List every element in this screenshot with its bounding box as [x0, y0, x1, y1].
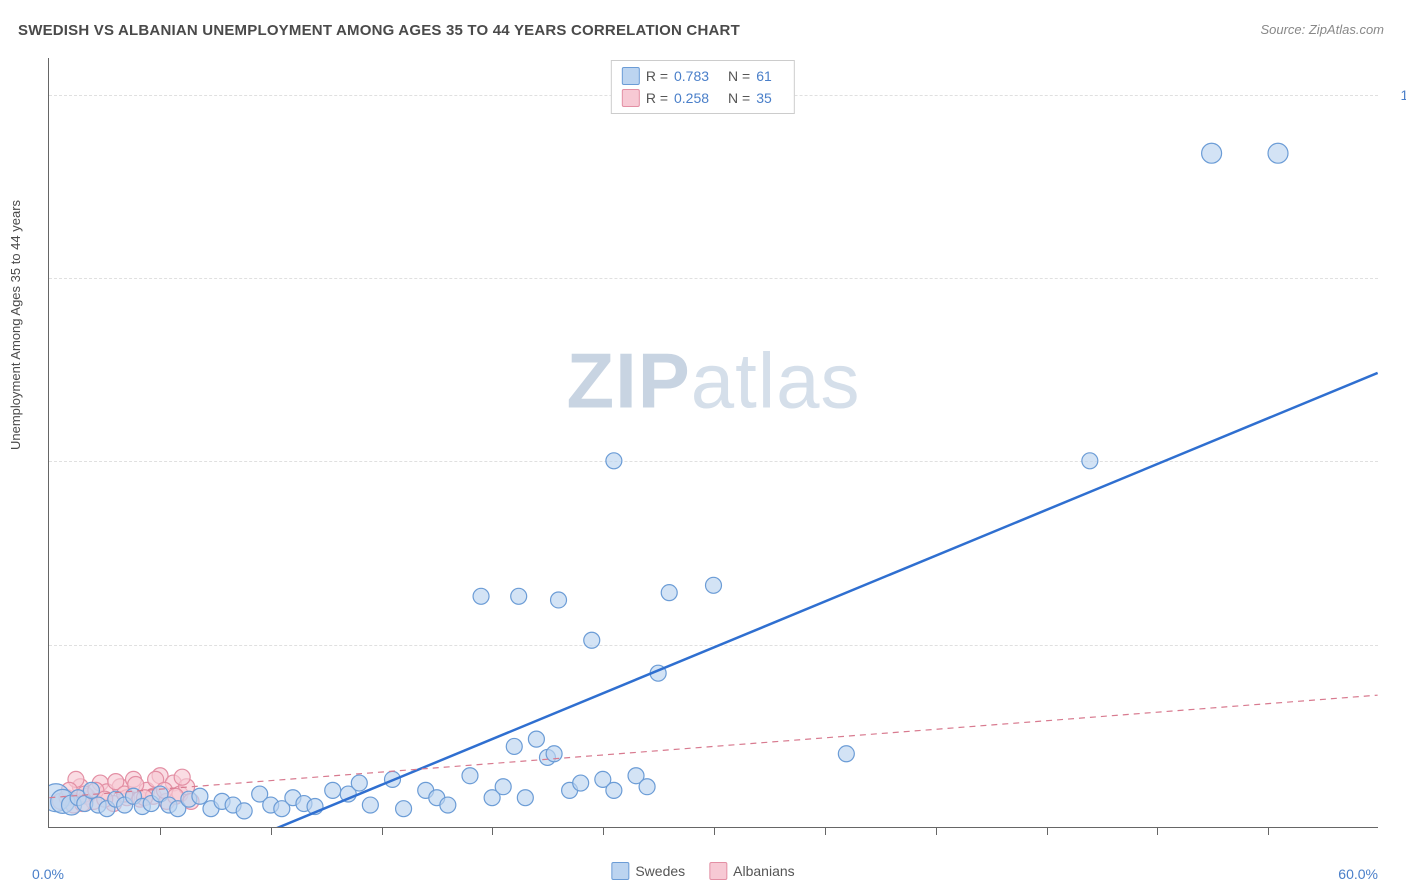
data-point [606, 453, 622, 469]
data-point [517, 790, 533, 806]
data-point [838, 746, 854, 762]
chart-title: SWEDISH VS ALBANIAN UNEMPLOYMENT AMONG A… [18, 22, 740, 39]
data-point [639, 779, 655, 795]
plot-svg [49, 58, 1378, 827]
n-label: N = [728, 90, 750, 106]
data-point [440, 797, 456, 813]
legend-row: R = 0.783 N = 61 [622, 65, 784, 87]
data-point [495, 779, 511, 795]
legend-swatch [622, 89, 640, 107]
data-point [174, 769, 190, 785]
x-tick [603, 827, 604, 835]
x-tick [160, 827, 161, 835]
data-point [1082, 453, 1098, 469]
x-tick [271, 827, 272, 835]
x-tick [714, 827, 715, 835]
y-axis-label: Unemployment Among Ages 35 to 44 years [8, 200, 23, 450]
data-point [396, 801, 412, 817]
x-tick [936, 827, 937, 835]
x-axis-min-label: 0.0% [32, 866, 64, 882]
data-point [462, 768, 478, 784]
y-tick-label: 25.0% [1388, 637, 1406, 653]
n-label: N = [728, 68, 750, 84]
data-point [573, 775, 589, 791]
trend-line [49, 695, 1377, 798]
legend-swatch [611, 862, 629, 880]
series-legend: Swedes Albanians [611, 862, 794, 880]
r-label: R = [646, 90, 668, 106]
data-point [546, 746, 562, 762]
legend-swatch [622, 67, 640, 85]
n-value: 35 [756, 90, 784, 106]
r-value: 0.258 [674, 90, 722, 106]
trend-line [226, 373, 1377, 827]
data-point [351, 775, 367, 791]
legend-row: R = 0.258 N = 35 [622, 87, 784, 109]
data-point [706, 577, 722, 593]
x-axis-max-label: 60.0% [1338, 866, 1378, 882]
data-point [661, 585, 677, 601]
data-point [584, 632, 600, 648]
r-label: R = [646, 68, 668, 84]
data-point [511, 588, 527, 604]
x-tick [1047, 827, 1048, 835]
legend-item: Swedes [611, 862, 685, 880]
plot-area: ZIPatlas 25.0%50.0%75.0%100.0% [48, 58, 1378, 828]
data-point [192, 788, 208, 804]
legend-item: Albanians [709, 862, 795, 880]
x-tick [492, 827, 493, 835]
data-point [325, 782, 341, 798]
x-tick [1268, 827, 1269, 835]
y-tick-label: 100.0% [1388, 87, 1406, 103]
data-point [362, 797, 378, 813]
data-point [551, 592, 567, 608]
data-point [1268, 143, 1288, 163]
n-value: 61 [756, 68, 784, 84]
legend-label: Albanians [733, 863, 795, 879]
legend-swatch [709, 862, 727, 880]
legend-label: Swedes [635, 863, 685, 879]
x-tick [825, 827, 826, 835]
data-point [528, 731, 544, 747]
data-point [606, 782, 622, 798]
y-tick-label: 75.0% [1388, 270, 1406, 286]
correlation-legend: R = 0.783 N = 61 R = 0.258 N = 35 [611, 60, 795, 114]
x-tick [382, 827, 383, 835]
r-value: 0.783 [674, 68, 722, 84]
source-attribution: Source: ZipAtlas.com [1260, 22, 1384, 37]
data-point [1202, 143, 1222, 163]
x-tick [1157, 827, 1158, 835]
data-point [83, 782, 99, 798]
data-point [473, 588, 489, 604]
y-tick-label: 50.0% [1388, 453, 1406, 469]
data-point [236, 803, 252, 819]
data-point [506, 738, 522, 754]
